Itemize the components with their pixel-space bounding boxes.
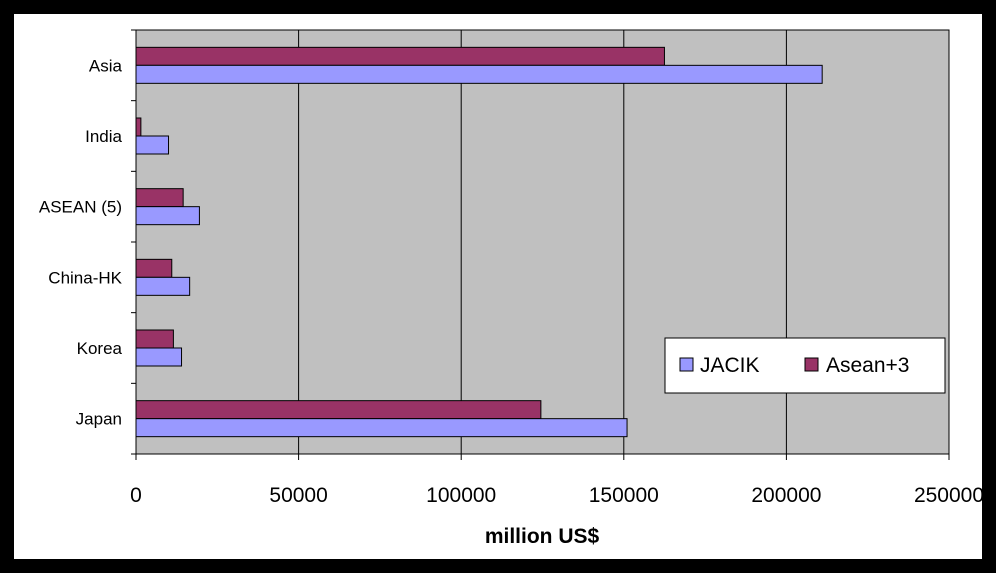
legend-swatch-jacik	[679, 357, 694, 372]
legend: JACIK Asean+3	[664, 337, 946, 394]
bar-jacik	[135, 135, 170, 155]
category-label: Asia	[89, 56, 123, 75]
category-label: ASEAN (5)	[39, 198, 122, 217]
category-label: Korea	[77, 339, 123, 358]
chart-frame: 0 50000 100000 150000 200000 250000 Japan Korea…	[14, 14, 982, 559]
bar-asean3	[135, 46, 665, 66]
x-axis-title: million US$	[485, 525, 600, 548]
x-tick-label: 50000	[269, 484, 327, 507]
x-tick-label: 0	[130, 484, 142, 507]
category-label: China-HK	[48, 268, 122, 287]
bar-asean3	[135, 329, 174, 349]
legend-swatch-asean3	[804, 357, 819, 372]
legend-label-jacik: JACIK	[700, 354, 760, 377]
x-tick-label: 200000	[751, 484, 821, 507]
bar-asean3	[135, 400, 542, 420]
bar-asean3	[135, 117, 142, 137]
x-tick-label: 100000	[426, 484, 496, 507]
bar-jacik	[135, 418, 628, 438]
legend-label-asean3: Asean+3	[826, 354, 910, 377]
bar-jacik	[135, 276, 191, 296]
bar-jacik	[135, 206, 200, 226]
axes: 0 50000 100000 150000 200000 250000 Japan Korea…	[39, 29, 982, 507]
gridlines	[298, 30, 787, 454]
x-tick-label: 250000	[914, 484, 982, 507]
bar-jacik	[135, 64, 823, 84]
category-label: India	[85, 127, 122, 146]
bar-chart: 0 50000 100000 150000 200000 250000 Japan Korea…	[39, 29, 982, 548]
x-tick-label: 150000	[589, 484, 659, 507]
bar-asean3	[135, 188, 184, 208]
bar-asean3	[135, 258, 173, 278]
category-label: Japan	[76, 410, 122, 429]
bar-jacik	[135, 347, 183, 367]
